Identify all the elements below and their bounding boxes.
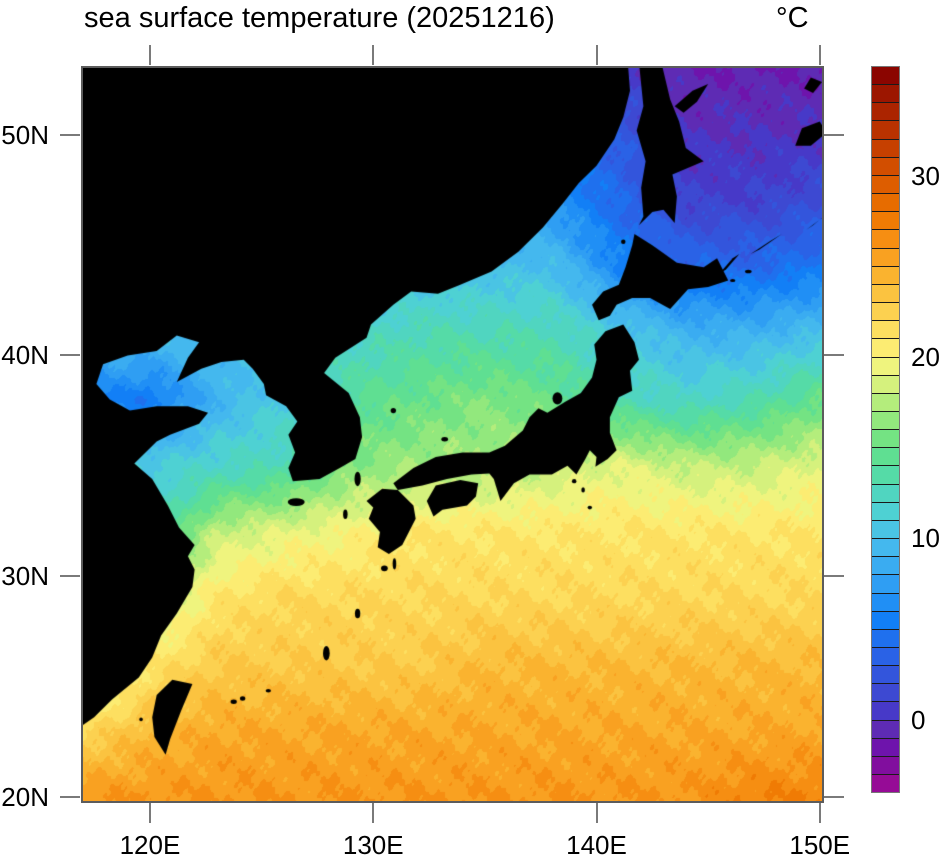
colorbar-tick-label: 10: [911, 523, 940, 554]
lat-tick-left: [60, 575, 80, 577]
colorbar-tick-label: 20: [911, 342, 940, 372]
colorbar-segment: [872, 193, 899, 212]
lon-tick-bottom: [372, 803, 375, 823]
colorbar-segment: [872, 247, 899, 266]
lon-tick-label: 130E: [342, 830, 404, 860]
lon-tick-bottom: [595, 803, 598, 823]
lon-tick-bottom: [148, 803, 151, 823]
colorbar-tick-label: 30: [911, 160, 940, 191]
colorbar-segment: [872, 156, 899, 175]
colorbar-segment: [872, 302, 899, 321]
colorbar-segment: [872, 67, 899, 85]
figure-title: sea surface temperature (20251216): [84, 2, 555, 34]
colorbar-segment: [872, 229, 899, 248]
colorbar-segment: [872, 483, 899, 502]
lat-tick-left: [60, 795, 80, 798]
colorbar-segment: [872, 665, 899, 684]
colorbar-segment: [872, 392, 899, 411]
lat-tick-label: 40N: [1, 340, 49, 371]
colorbar-segment: [872, 283, 899, 303]
colorbar-segment: [872, 592, 899, 611]
colorbar-segment: [872, 102, 899, 121]
colorbar-segment: [872, 211, 899, 230]
colorbar-segment: [872, 701, 899, 720]
colorbar-segment: [872, 374, 899, 393]
colorbar-segment: [872, 138, 899, 157]
colorbar-segment: [872, 320, 899, 339]
colorbar-tick-label: 0: [911, 704, 926, 735]
colorbar-segment: [872, 174, 899, 194]
colorbar-segment: [872, 538, 899, 557]
map-plot-area: 120E 130E 140E 150E 50N 40N 30N 20N: [1, 45, 850, 859]
colorbar: [871, 66, 900, 793]
colorbar-segment: [872, 410, 899, 430]
colorbar-segment: [872, 356, 899, 375]
colorbar-segment: [872, 556, 899, 575]
colorbar-segment: [872, 429, 899, 448]
lat-tick-right: [824, 354, 844, 357]
units-label: °C: [776, 2, 809, 34]
colorbar-segment: [872, 774, 899, 793]
colorbar-segment: [872, 683, 899, 702]
colorbar-segment: [872, 737, 899, 756]
colorbar-segment: [872, 647, 899, 666]
lon-tick-label: 140E: [566, 830, 627, 860]
lat-tick-right: [824, 575, 844, 577]
lat-tick-label: 50N: [1, 119, 49, 150]
colorbar-segment: [872, 610, 899, 629]
colorbar-segment: [872, 519, 899, 539]
colorbar-segment: [872, 338, 899, 357]
lat-tick-right: [824, 133, 844, 136]
lat-tick-left: [60, 133, 80, 136]
colorbar-segment: [872, 628, 899, 647]
colorbar-segment: [872, 447, 899, 466]
lon-tick-label: 120E: [119, 830, 181, 860]
lat-tick-left: [60, 354, 80, 357]
lon-tick-top: [148, 45, 151, 65]
colorbar-segment: [872, 501, 899, 520]
colorbar-segment: [872, 84, 899, 103]
colorbar-segment: [872, 755, 899, 775]
lat-tick-right: [824, 795, 844, 798]
colorbar-segment: [872, 719, 899, 738]
lon-tick-top: [372, 45, 375, 65]
lon-tick-bottom: [818, 803, 821, 823]
lon-tick-top: [818, 45, 821, 65]
lon-tick-top: [595, 45, 598, 65]
colorbar-segment: [872, 465, 899, 484]
sst-heatmap-canvas: [83, 68, 822, 801]
colorbar-segment: [872, 265, 899, 284]
colorbar-segment: [872, 574, 899, 593]
lat-tick-label: 20N: [1, 781, 49, 812]
colorbar-segment: [872, 120, 899, 139]
lat-tick-label: 30N: [1, 561, 49, 591]
lon-tick-label: 150E: [789, 830, 851, 860]
